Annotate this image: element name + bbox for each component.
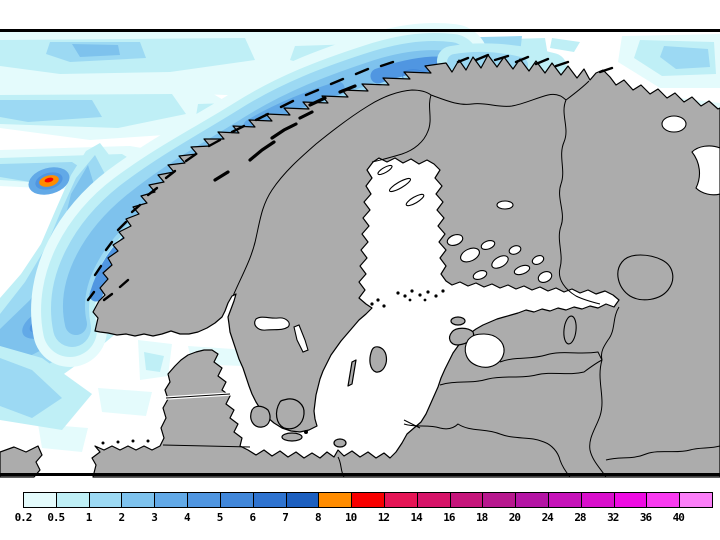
frame-bottom (0, 473, 720, 476)
island-oland (347, 359, 357, 387)
border-norway-sweden (232, 89, 432, 297)
netherlands-corner (0, 445, 43, 478)
legend-tick-2: 2 (118, 511, 125, 524)
legend-tick-20: 20 (508, 511, 521, 524)
island-bornholm (333, 438, 347, 448)
legend-segment-18 (483, 493, 517, 507)
finnish-lake-8 (472, 269, 488, 281)
legend-segment-40 (680, 493, 713, 507)
finnish-lake-2 (460, 247, 480, 263)
border-lithuania-poland (403, 423, 571, 478)
border-estonia-russia (601, 306, 620, 361)
legend-segment-0.5 (56, 493, 90, 507)
legend-segment-16 (450, 493, 484, 507)
finnish-lake-6 (513, 264, 531, 276)
island-hiiumaa (450, 316, 466, 326)
legend-tick-5: 5 (216, 511, 224, 524)
legend-segment-8 (319, 493, 353, 507)
island-lolland (281, 432, 303, 442)
gulf-of-riga (464, 333, 505, 368)
lake-n-sweden-2 (405, 193, 425, 207)
norwegian-skerries (86, 53, 614, 302)
curonian-spit (403, 419, 421, 429)
lake-inari (661, 115, 687, 133)
limfjord (165, 392, 231, 400)
legend-segment-32 (614, 493, 648, 507)
legend-segment-4 (188, 493, 221, 507)
legend-segment-5 (220, 493, 254, 507)
legend-tick-24: 24 (541, 511, 554, 524)
legend-segment-12 (384, 493, 418, 507)
legend-segment-3 (155, 493, 189, 507)
border-finland-russia (558, 99, 601, 305)
legend-tick-7: 7 (282, 511, 289, 524)
legend-segment-10 (352, 493, 385, 507)
legend-segment-0.2 (24, 493, 57, 507)
legend-colorbar (23, 492, 713, 508)
frame-top (0, 29, 720, 32)
border-denmark-germany (162, 444, 251, 448)
island-funen (250, 405, 271, 428)
legend-tick-0.5: 0.5 (47, 511, 65, 524)
border-russia-belarus (589, 359, 607, 478)
outlined-lakes (563, 254, 674, 345)
white-sea-bite (691, 145, 720, 196)
border-sweden-finland (371, 94, 432, 163)
border-belarus-south (605, 445, 720, 461)
island-zealand (275, 398, 305, 430)
legend-tick-4: 4 (183, 511, 191, 524)
border-norway-finland (430, 93, 567, 107)
legend-tick-32: 32 (607, 511, 619, 524)
legend-tick-0.2: 0.2 (14, 511, 33, 524)
legend-tick-16: 16 (443, 511, 455, 524)
lake-vanern (254, 316, 290, 331)
finnish-lake-5 (508, 245, 522, 255)
lake-n-sweden-3 (377, 164, 393, 176)
lake-oulu (496, 200, 514, 210)
legend-tick-28: 28 (574, 511, 586, 524)
legend-tick-6: 6 (249, 511, 257, 524)
legend-segment-7 (286, 493, 320, 507)
legend-tick-12: 12 (377, 511, 390, 524)
legend-tick-1: 1 (85, 511, 93, 524)
legend-tick-18: 18 (476, 511, 488, 524)
finnish-lake-4 (491, 255, 509, 269)
finnish-lake-7 (531, 255, 545, 265)
legend-segment-20 (516, 493, 549, 507)
finnish-lake-1 (446, 234, 464, 246)
legend-segment-6 (253, 493, 287, 507)
legend-tick-14: 14 (410, 511, 423, 524)
legend-segment-1 (89, 493, 123, 507)
legend-segment-2 (122, 493, 156, 507)
lake-n-sweden-1 (388, 177, 412, 193)
legend-tick-36: 36 (639, 511, 652, 524)
lake-ladoga (617, 254, 674, 301)
lake-vattern (293, 324, 309, 353)
lake-peipus (563, 315, 577, 345)
border-latvia-lithuania (439, 359, 603, 386)
legend-segment-24 (549, 493, 582, 507)
finnish-lake-3 (480, 239, 496, 251)
border-estonia-latvia (499, 351, 603, 363)
country-borders (162, 80, 720, 478)
island-gotland (369, 346, 388, 373)
legend-segment-36 (647, 493, 681, 507)
border-norway-russia (565, 80, 590, 101)
finnish-lake-9 (537, 271, 553, 283)
legend-tick-labels: 0.2 0.5 1 2 3 4 5 6 7 8 10 12 14 16 18 20 24 28 32 36 40 (15, 511, 711, 527)
archipelago-dots (101, 289, 445, 445)
legend-tick-10: 10 (344, 511, 357, 524)
lakes-layer (254, 115, 720, 368)
legend-segment-28 (581, 493, 615, 507)
legend-tick-40: 40 (672, 511, 685, 524)
lofoten-islands (213, 84, 357, 182)
legend-tick-8: 8 (315, 511, 322, 524)
legend-tick-3: 3 (151, 511, 158, 524)
legend-segment-14 (417, 493, 451, 507)
